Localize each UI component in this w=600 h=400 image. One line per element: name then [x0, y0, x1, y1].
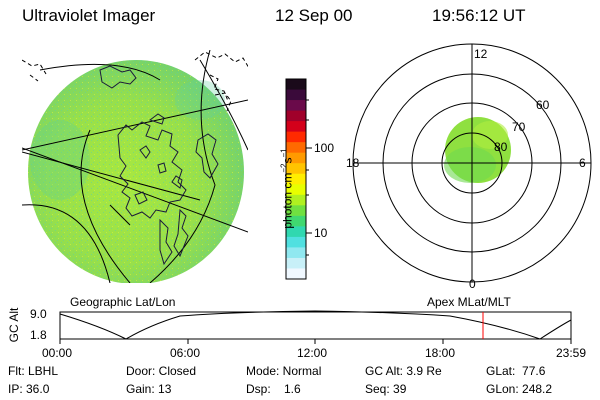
dsp-info: Dsp: 1.6 [246, 382, 301, 396]
xtick-0600: 06:00 [170, 346, 201, 360]
colorbar-segment [286, 215, 306, 227]
instrument-title: Ultraviolet Imager [22, 6, 156, 25]
xtick-1800: 18:00 [425, 346, 456, 360]
polar-panel [352, 43, 592, 283]
time-label: 19:56:12 UT [432, 6, 526, 25]
seq-info: Seq: 39 [365, 382, 407, 396]
glat-info: GLat: 77.6 [486, 364, 546, 378]
geo-panel-label: Geographic Lat/Lon [70, 295, 176, 309]
colorbar-segment [286, 110, 306, 122]
colorbar-segment [286, 247, 306, 259]
colorbar-segment [286, 100, 306, 112]
lat-label-60: 60 [536, 98, 550, 112]
altitude-ytick-9: 9.0 [30, 307, 47, 321]
colorbar [286, 79, 306, 280]
colorbar-segment [286, 205, 306, 217]
flt-info: Flt: LBHL [8, 364, 59, 378]
colorbar-segment [286, 142, 306, 154]
mlt-label-18: 18 [346, 156, 360, 170]
polar-panel-label: Apex MLat/MLT [427, 295, 511, 309]
colorbar-segment [286, 184, 306, 196]
colorbar-segment [286, 121, 306, 133]
colorbar-segment [286, 268, 306, 280]
xtick-2359: 23:59 [556, 346, 587, 360]
colorbar-segment [286, 257, 306, 269]
altitude-ylabel: GC Alt [7, 307, 21, 343]
colorbar-segment [286, 236, 306, 248]
mlt-label-6: 6 [579, 156, 586, 170]
colorbar-segment [286, 173, 306, 185]
colorbar-segment [286, 79, 306, 91]
lat-label-70: 70 [512, 120, 526, 134]
colorbar-segment [286, 194, 306, 206]
lat-label-80: 80 [494, 140, 508, 154]
dashed-coast [22, 51, 248, 112]
mode-info: Mode: Normal [246, 364, 322, 378]
mlt-label-0: 0 [469, 277, 476, 291]
colorbar-segment [286, 163, 306, 175]
altitude-ytick-1.8: 1.8 [30, 328, 47, 342]
colorbar-segment [286, 226, 306, 238]
glon-info: GLon: 248.2 [486, 382, 553, 396]
colorbar-segment [286, 152, 306, 164]
colorbar-tick-10: 10 [314, 226, 328, 240]
colorbar-segment [286, 131, 306, 143]
lat-lon-grid [22, 50, 248, 283]
gcalt-info: GC Alt: 3.9 Re [365, 364, 442, 378]
altitude-plot [59, 310, 572, 344]
xtick-0000: 00:00 [42, 346, 73, 360]
xtick-1200: 12:00 [297, 346, 328, 360]
coastlines [99, 65, 219, 266]
ip-info: IP: 36.0 [8, 382, 50, 396]
door-info: Door: Closed [126, 364, 197, 378]
date-label: 12 Sep 00 [275, 6, 353, 25]
colorbar-segment [286, 89, 306, 101]
gain-info: Gain: 13 [126, 382, 172, 396]
mlt-label-12: 12 [474, 47, 488, 61]
colorbar-unit-label: photon cm−2s−1 [279, 148, 295, 229]
colorbar-tick-100: 100 [314, 141, 335, 155]
geo-panel [22, 50, 248, 283]
